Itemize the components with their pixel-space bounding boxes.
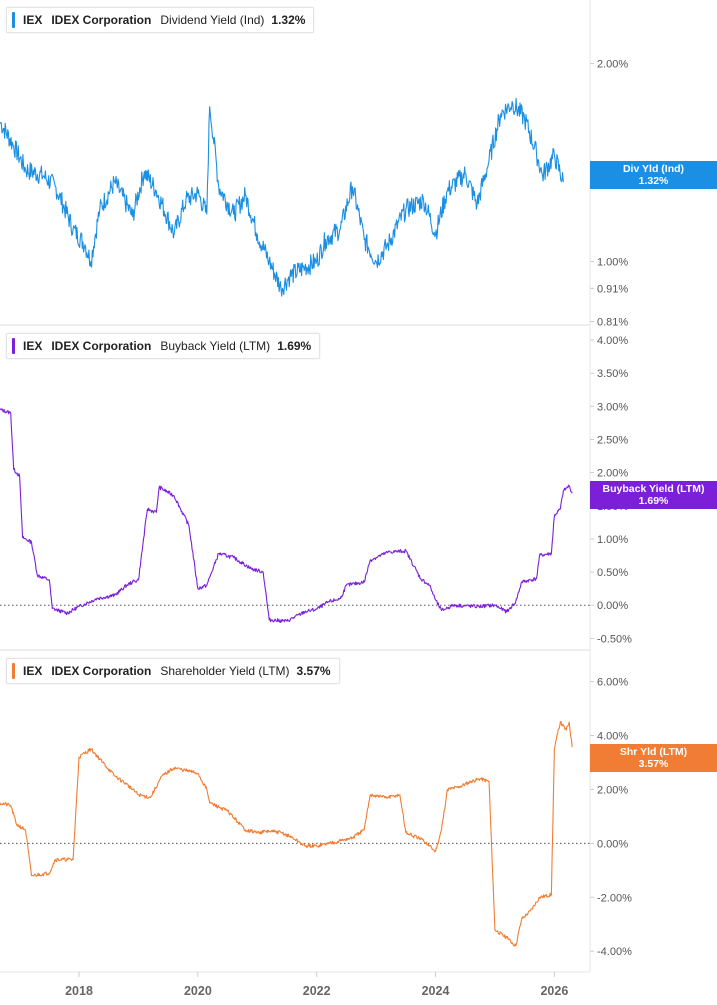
legend-ticker: IEX [23, 13, 43, 27]
legend-metric: Buyback Yield (LTM) [160, 339, 271, 353]
last-value-tag-buyback: Buyback Yield (LTM) 1.69% [590, 481, 717, 509]
y-tick-label: -2.00% [597, 892, 632, 904]
legend-company: IDEX Corporation [51, 13, 152, 27]
legend-shareholder-yield: IEX IDEX Corporation Shareholder Yield (… [6, 658, 340, 684]
y-tick-label: 0.00% [597, 600, 628, 612]
tag-value: 1.32% [638, 175, 669, 187]
y-tick-label: 1.00% [597, 534, 628, 546]
x-tick-label: 2026 [540, 984, 568, 998]
y-tick-label: 4.00% [597, 335, 628, 347]
y-tick-label: 0.00% [597, 838, 628, 850]
y-tick-label: 3.00% [597, 401, 628, 413]
x-tick-label: 2022 [303, 984, 331, 998]
tag-label: Div Yld (Ind) [622, 163, 685, 175]
legend-value: 3.57% [296, 664, 331, 678]
series-color-swatch [12, 12, 15, 28]
legend-company: IDEX Corporation [51, 664, 152, 678]
legend-value: 1.32% [271, 13, 306, 27]
y-tick-label: 3.50% [597, 368, 628, 380]
y-tick-label: 0.50% [597, 567, 628, 579]
last-value-tag-shareholder: Shr Yld (LTM) 3.57% [590, 744, 717, 772]
series-color-swatch [12, 663, 15, 679]
x-tick-label: 2018 [65, 984, 93, 998]
y-tick-label: -4.00% [597, 946, 632, 958]
series-line-1 [0, 97, 564, 297]
legend-ticker: IEX [23, 664, 43, 678]
y-tick-label: 2.50% [597, 435, 628, 447]
y-tick-label: 1.00% [597, 256, 628, 268]
tag-value: 3.57% [638, 758, 669, 770]
x-tick-label: 2020 [184, 984, 212, 998]
legend-metric: Dividend Yield (Ind) [160, 13, 265, 27]
tag-label: Buyback Yield (LTM) [602, 483, 705, 495]
legend-metric: Shareholder Yield (LTM) [160, 664, 290, 678]
legend-company: IDEX Corporation [51, 339, 152, 353]
y-tick-label: 2.00% [597, 468, 628, 480]
legend-ticker: IEX [23, 339, 43, 353]
y-tick-label: 2.00% [597, 59, 628, 71]
tag-label: Shr Yld (LTM) [619, 746, 688, 758]
tag-value: 1.69% [638, 495, 669, 507]
legend-buyback-yield: IEX IDEX Corporation Buyback Yield (LTM)… [6, 333, 321, 359]
y-tick-label: -0.50% [597, 633, 632, 645]
legend-dividend-yield: IEX IDEX Corporation Dividend Yield (Ind… [6, 7, 315, 33]
y-tick-label: 2.00% [597, 784, 628, 796]
last-value-tag-dividend: Div Yld (Ind) 1.32% [590, 161, 717, 189]
legend-value: 1.69% [277, 339, 312, 353]
y-tick-label: 6.00% [597, 677, 628, 689]
series-line-3 [0, 720, 573, 947]
y-tick-label: 4.00% [597, 731, 628, 743]
series-line-2 [0, 408, 573, 623]
y-tick-label: 0.91% [597, 283, 628, 295]
y-tick-label: 0.81% [597, 317, 628, 329]
series-color-swatch [12, 338, 15, 354]
x-tick-label: 2024 [422, 984, 450, 998]
